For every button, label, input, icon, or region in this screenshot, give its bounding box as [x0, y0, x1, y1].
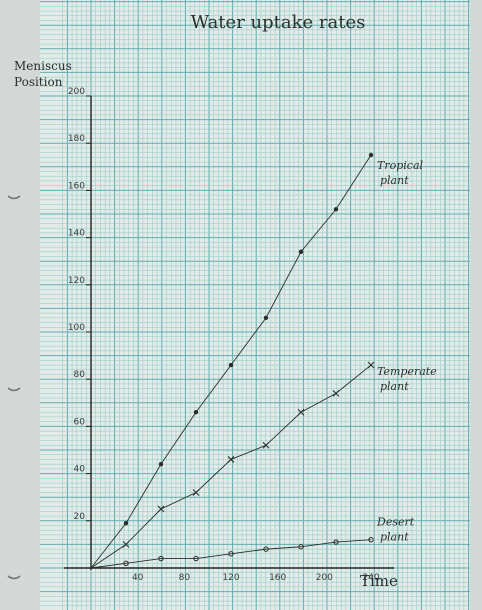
tropical-plant-point: [263, 315, 269, 321]
binder-holes: [7, 195, 21, 580]
binder-hole-mark: [7, 387, 21, 392]
y-tick-label: 60: [74, 417, 86, 427]
y-axis-label: Meniscus Position: [14, 59, 72, 89]
tropical-plant-point: [158, 461, 164, 467]
tropical-plant-point: [193, 410, 199, 415]
tropical-plant-point: [123, 520, 129, 526]
temperate-plant-label: plant: [380, 380, 409, 393]
y-tick-label: 20: [74, 512, 86, 522]
desert-plant-point: [193, 555, 199, 562]
graph-paper: [40, 0, 470, 610]
temperate-plant-point: [262, 441, 270, 449]
tropical-plant-point: [228, 362, 234, 368]
x-tick-label: 80: [179, 573, 191, 583]
y-tick-label: 100: [68, 323, 85, 333]
desert-plant-line: [90, 539, 372, 569]
chart-title: Water uptake rates: [191, 12, 366, 33]
axes: [64, 96, 394, 570]
x-tick-label: 120: [222, 573, 239, 583]
desert-plant-point: [158, 555, 164, 562]
tropical-plant-label: Tropical: [377, 159, 423, 172]
y-tick-label: 80: [74, 370, 86, 380]
desert-plant-label: plant: [380, 531, 409, 544]
desert-plant-point: [333, 539, 339, 545]
temperate-plant-point: [227, 456, 235, 463]
y-tick-label: 40: [74, 465, 86, 475]
series-labels: Tropical plant Temperate plant Desert plant: [376, 159, 437, 544]
y-axis-label-line-2: Position: [14, 75, 63, 89]
tropical-plant-point: [333, 207, 339, 212]
tropical-plant-label: plant: [380, 174, 409, 187]
desert-plant-point: [123, 560, 129, 566]
temperate-plant-point: [332, 389, 340, 397]
x-axis-label: Time: [360, 572, 398, 590]
desert-plant-label: Desert: [376, 516, 415, 529]
y-tick-label: 180: [68, 134, 85, 144]
desert-plant-point: [263, 546, 269, 552]
x-tick-label: 40: [132, 573, 144, 583]
tick-labels: 20 40 60 80 100 120 140 160 180 200 40 80 120 160 200 2…: [68, 87, 380, 583]
y-tick-label: 140: [68, 229, 85, 239]
y-tick-label: 160: [68, 181, 85, 191]
binder-hole-mark: [7, 575, 21, 580]
binder-hole-mark: [7, 195, 21, 200]
x-tick-label: 160: [269, 573, 286, 583]
y-tick-label: 120: [68, 276, 85, 286]
temperate-plant-point: [192, 489, 200, 496]
desert-plant-point: [368, 536, 374, 543]
x-tick-label: 240: [362, 573, 379, 583]
desert-plant-point: [228, 551, 234, 557]
temperate-plant-point: [367, 361, 375, 369]
grid: [40, 0, 470, 610]
temperate-plant-label: Temperate: [377, 365, 437, 378]
y-axis-label-line-1: Meniscus: [14, 59, 72, 73]
tropical-plant-point: [298, 249, 304, 254]
temperate-plant-point: [122, 541, 130, 548]
y-tick-label: 200: [68, 87, 85, 97]
temperate-plant-point: [157, 505, 165, 513]
x-tick-label: 200: [316, 573, 333, 583]
desert-plant-point: [298, 544, 304, 550]
temperate-plant-point: [297, 408, 305, 416]
series-group: [90, 152, 375, 569]
tropical-plant-point: [368, 152, 374, 158]
